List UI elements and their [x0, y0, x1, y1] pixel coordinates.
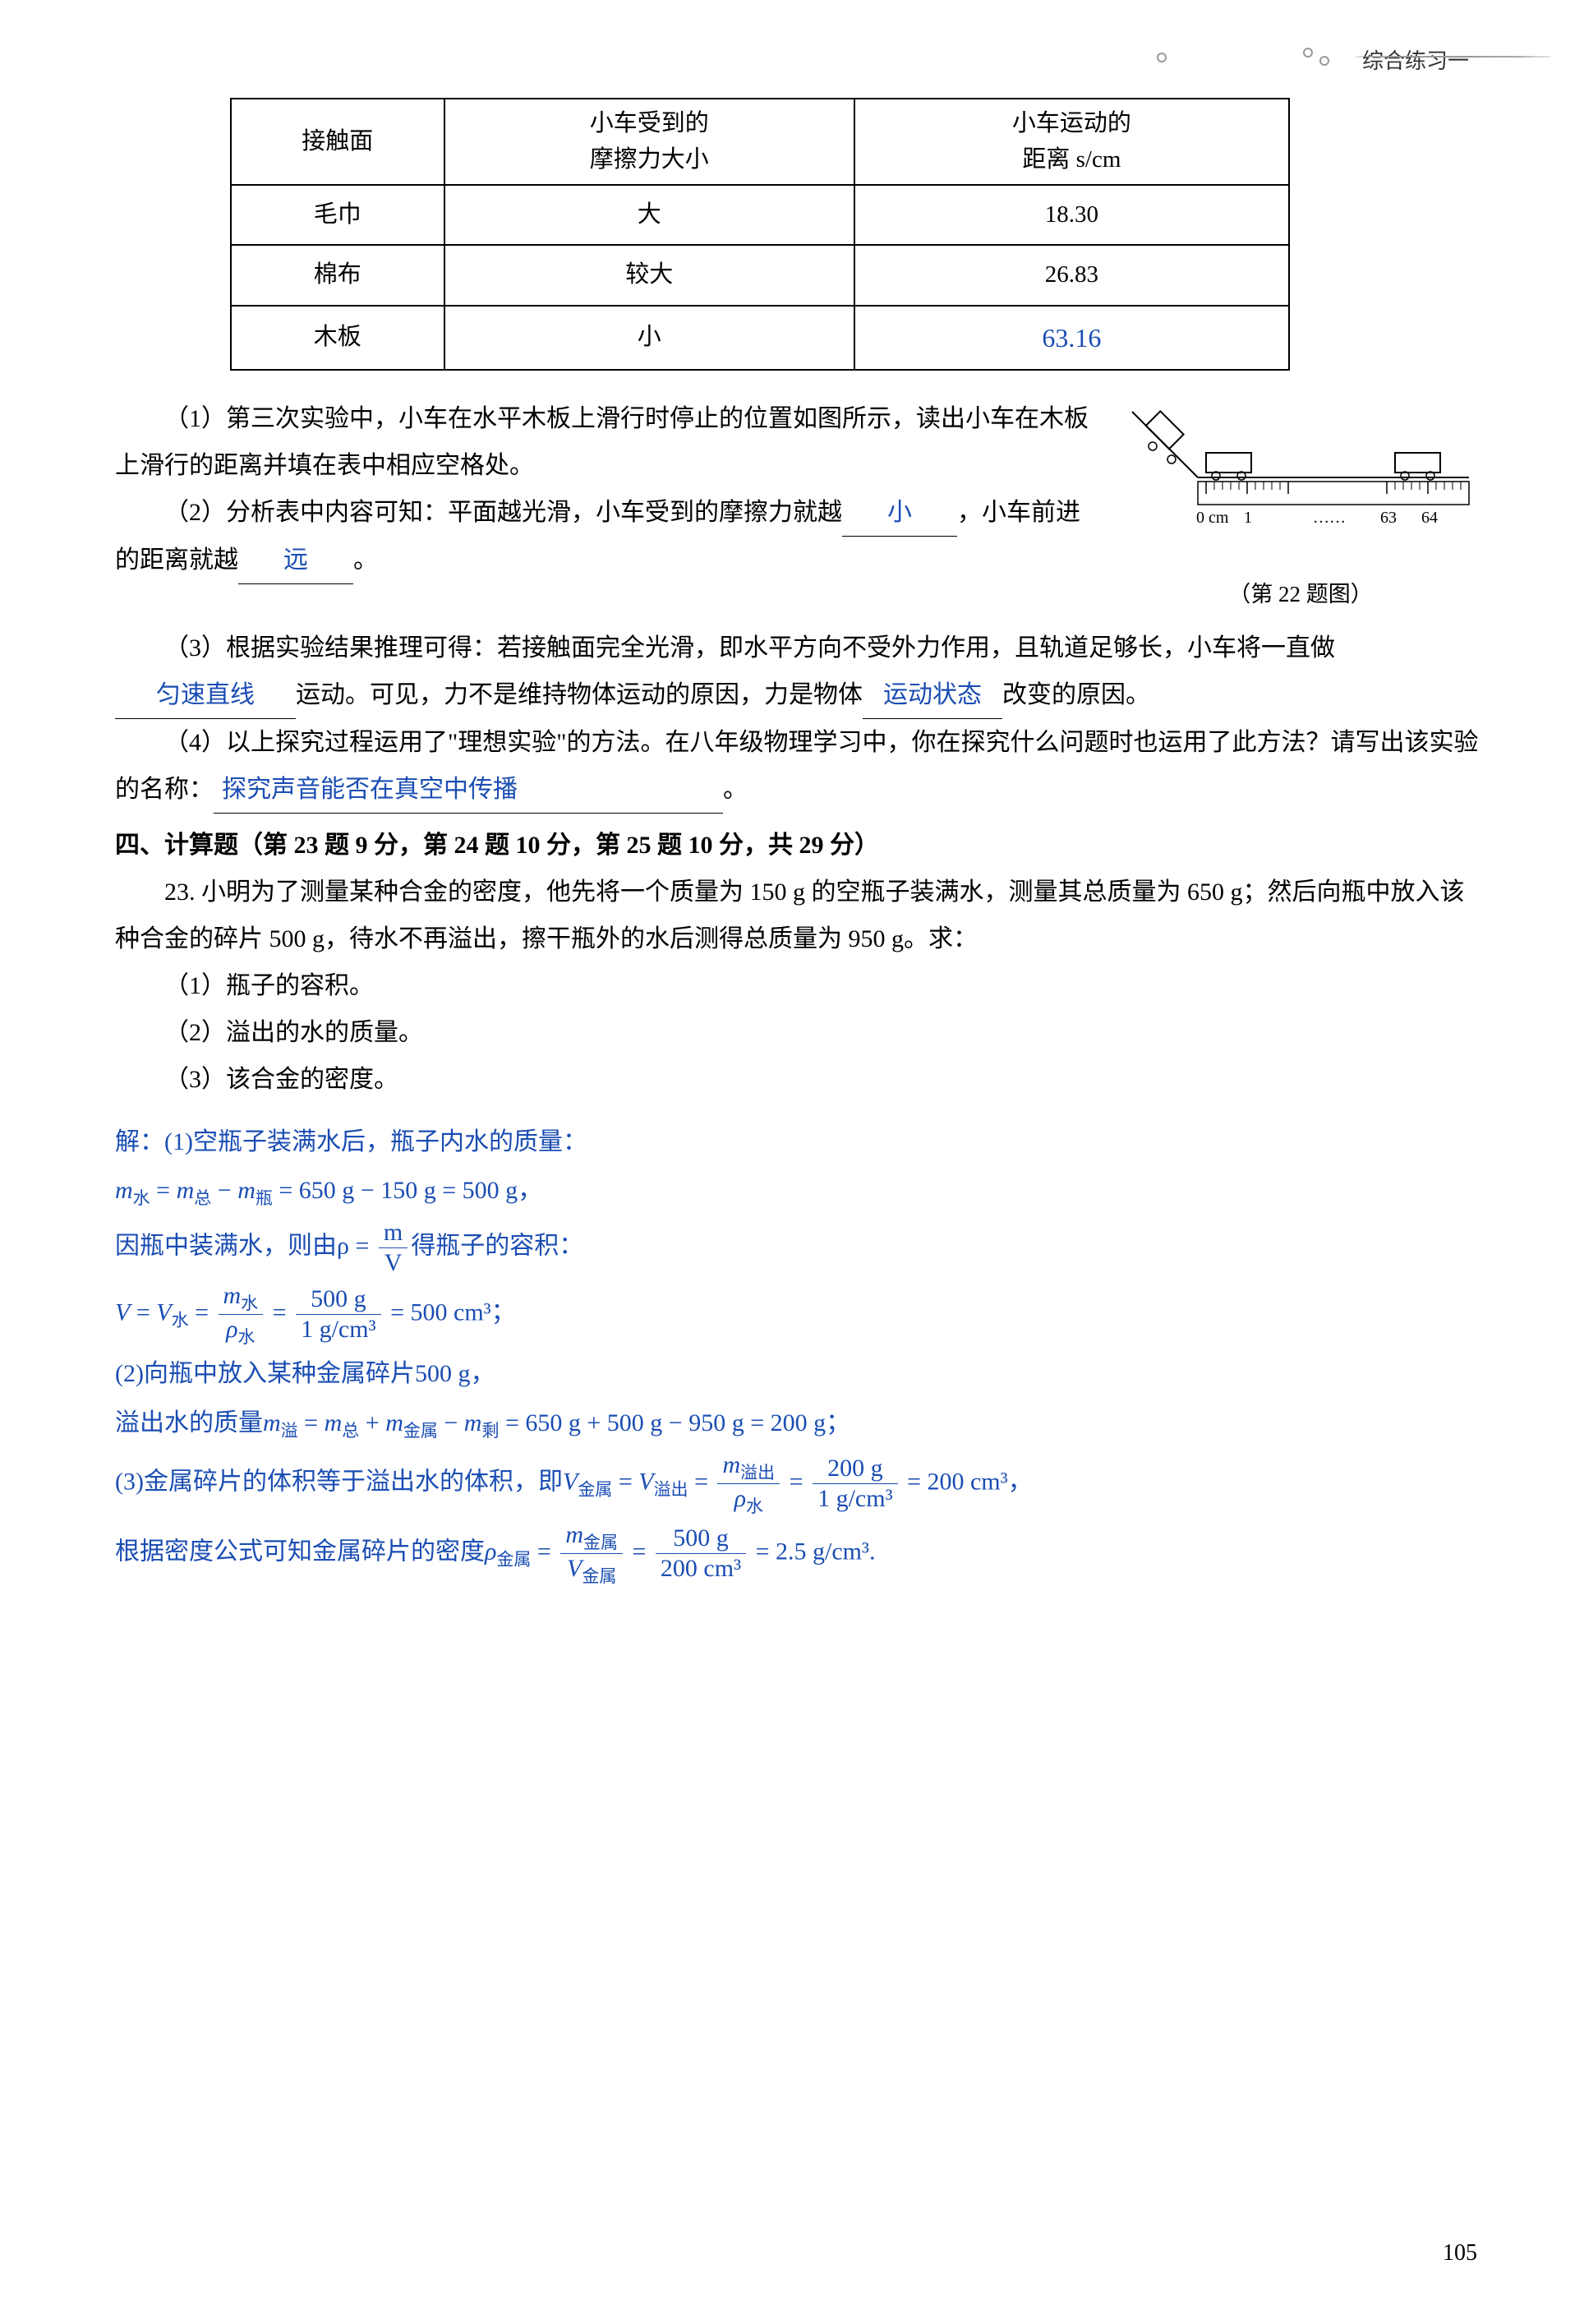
- table-cell: 木板: [231, 306, 444, 371]
- q23-sub2: （2）溢出的水的质量。: [115, 1009, 1485, 1056]
- q2-prefix: （2）分析表中内容可知：平面越光滑，小车受到的摩擦力就越: [164, 499, 842, 526]
- svg-text:64: 64: [1421, 509, 1438, 527]
- table-cell: 较大: [444, 245, 854, 305]
- figure-caption: （第 22 题图）: [1116, 574, 1485, 616]
- table-header-friction: 小车受到的摩擦力大小: [444, 99, 854, 185]
- sol-line2: m水 = m总 − m瓶 = 650 g − 150 g = 500 g，: [115, 1168, 1485, 1215]
- solution-23: 解：(1)空瓶子装满水后，瓶子内水的质量： m水 = m总 − m瓶 = 650…: [115, 1119, 1485, 1588]
- q3-blank2: 运动状态: [863, 671, 1002, 719]
- svg-text:0 cm: 0 cm: [1196, 509, 1229, 527]
- q3-suffix: 改变的原因。: [1002, 681, 1150, 708]
- experiment-table: 接触面 小车受到的摩擦力大小 小车运动的距离 s/cm 毛巾 大 18.30 棉…: [230, 98, 1290, 371]
- svg-text:63: 63: [1380, 509, 1397, 527]
- q23-intro: 23. 小明为了测量某种合金的密度，他先将一个质量为 150 g 的空瓶子装满水…: [115, 869, 1485, 962]
- table-header-distance: 小车运动的距离 s/cm: [854, 99, 1289, 185]
- q2-blank2: 远: [238, 537, 353, 584]
- table-row: 木板 小 63.16: [231, 306, 1289, 371]
- page-header: 综合练习一: [115, 41, 1485, 81]
- table-cell: 棉布: [231, 245, 444, 305]
- sol-line3: 因瓶中装满水，则由ρ = mV得瓶子的容积：: [115, 1218, 1485, 1278]
- page-number: 105: [1443, 2231, 1477, 2275]
- question-4: （4）以上探究过程运用了"理想实验"的方法。在八年级物理学习中，你在探究什么问题…: [115, 719, 1485, 814]
- q4-blank: 探究声音能否在真空中传播: [214, 766, 723, 814]
- q4-suffix: 。: [723, 776, 748, 803]
- header-label: 综合练习一: [1362, 49, 1469, 73]
- q23-sub3: （3）该合金的密度。: [115, 1056, 1485, 1103]
- figure-svg: 0 cm 1 …… 63 64: [1124, 403, 1477, 551]
- table-row: 毛巾 大 18.30: [231, 185, 1289, 245]
- section-4-title: 四、计算题（第 23 题 9 分，第 24 题 10 分，第 25 题 10 分…: [115, 822, 1485, 869]
- table-row: 棉布 较大 26.83: [231, 245, 1289, 305]
- sol-line6: 溢出水的质量m溢 = m总 + m金属 − m剩 = 650 g + 500 g…: [115, 1400, 1485, 1447]
- question-3: （3）根据实验结果推理可得：若接触面完全光滑，即水平方向不受外力作用，且轨道足够…: [115, 625, 1485, 719]
- table-header-surface: 接触面: [231, 99, 444, 185]
- table-cell: 大: [444, 185, 854, 245]
- table-cell: 63.16: [854, 306, 1289, 371]
- table-cell: 小: [444, 306, 854, 371]
- q2-suffix: 。: [353, 546, 378, 574]
- sol-line1: 解：(1)空瓶子装满水后，瓶子内水的质量：: [115, 1119, 1485, 1165]
- q3-blank1: 匀速直线: [115, 671, 296, 719]
- table-cell: 26.83: [854, 245, 1289, 305]
- table-cell: 毛巾: [231, 185, 444, 245]
- sol-line4: V = V水 = m水ρ水 = 500 g1 g/cm³ = 500 cm³；: [115, 1281, 1485, 1348]
- q2-blank1: 小: [842, 489, 957, 537]
- svg-text:1: 1: [1244, 509, 1252, 527]
- q23-sub1: （1）瓶子的容积。: [115, 962, 1485, 1009]
- header-decoration: [1157, 49, 1354, 66]
- question-23: 23. 小明为了测量某种合金的密度，他先将一个质量为 150 g 的空瓶子装满水…: [115, 869, 1485, 1103]
- svg-text:……: ……: [1313, 509, 1346, 527]
- sol-line7: (3)金属碎片的体积等于溢出水的体积，即V金属 = V溢出 = m溢出ρ水 = …: [115, 1450, 1485, 1517]
- table-cell: 18.30: [854, 185, 1289, 245]
- sol-line5: (2)向瓶中放入某种金属碎片500 g，: [115, 1351, 1485, 1397]
- q3-middle: 运动。可见，力不是维持物体运动的原因，力是物体: [296, 681, 863, 708]
- figure-22: 0 cm 1 …… 63 64 （第 22 题图）: [1116, 403, 1485, 616]
- q3-line1: （3）根据实验结果推理可得：若接触面完全光滑，即水平方向不受外力作用，且轨道足够…: [164, 634, 1335, 662]
- sol-line8: 根据密度公式可知金属碎片的密度ρ金属 = m金属V金属 = 500 g200 c…: [115, 1520, 1485, 1587]
